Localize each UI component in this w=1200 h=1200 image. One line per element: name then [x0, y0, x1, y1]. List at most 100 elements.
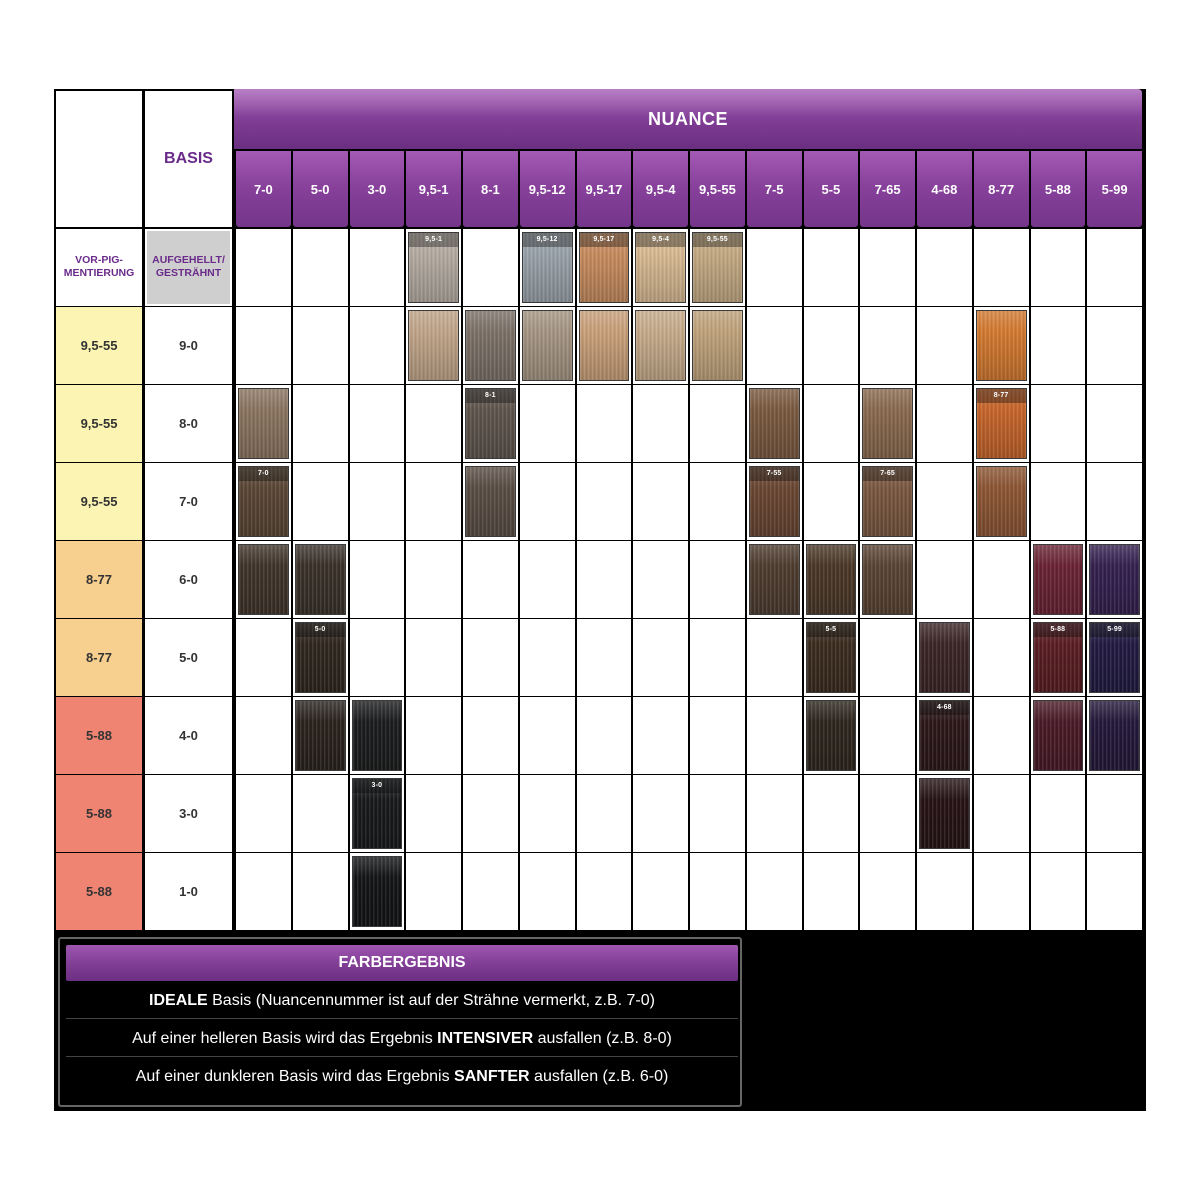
grid-cell	[917, 463, 972, 540]
grid-cell	[690, 775, 745, 852]
grid-cell	[236, 697, 291, 774]
nuance-title: NUANCE	[647, 109, 728, 129]
swatch-tag: 5-0	[295, 623, 345, 637]
hair-swatch: 5-88	[1032, 622, 1084, 693]
grid-cell	[519, 463, 575, 540]
hair-swatch	[692, 310, 743, 381]
hair-swatch: 7-0	[238, 466, 289, 537]
hair-swatch: 9,5-4	[635, 232, 686, 303]
nuance-col-header: 5-88	[1030, 151, 1086, 227]
grid-cell	[292, 463, 348, 540]
hair-swatch	[748, 388, 800, 459]
grid-cell	[292, 307, 348, 384]
legend-ideal-bold: IDEALE	[149, 992, 208, 1009]
grid-cell	[406, 463, 461, 540]
nuance-col-header: 9,5-1	[406, 151, 461, 227]
grid-cell	[917, 385, 972, 462]
hair-swatch	[521, 310, 573, 381]
grid-cell	[803, 307, 859, 384]
grid-cell	[236, 853, 291, 930]
nuance-col-header: 8-1	[463, 151, 518, 227]
hair-swatch	[635, 310, 686, 381]
hair-swatch: 5-5	[805, 622, 857, 693]
grid-cell	[860, 697, 915, 774]
grid-cell	[1030, 853, 1086, 930]
legend-title: FARBERGEBNIS	[66, 945, 738, 981]
grid-cell	[803, 385, 859, 462]
grid-cell	[349, 619, 405, 696]
hair-swatch: 8-1	[465, 388, 516, 459]
grid-cell	[576, 853, 632, 930]
hair-swatch	[919, 778, 970, 849]
swatch-tag: 8-1	[466, 389, 515, 403]
swatch-tag: 9,5-55	[693, 233, 742, 247]
grid-cell	[1087, 853, 1142, 930]
grid-cell	[406, 619, 461, 696]
hair-swatch	[238, 544, 289, 615]
grid-cell	[690, 853, 745, 930]
grid-cell	[746, 853, 802, 930]
legend-darker-bold: SANFTER	[454, 1068, 530, 1085]
grid-cell	[633, 463, 688, 540]
corner-blank	[56, 91, 142, 227]
legend-darker-post: ausfallen (z.B. 6-0)	[529, 1068, 669, 1085]
legend-lighter-pre: Auf einer helleren Basis wird das Ergebn…	[132, 1030, 438, 1047]
grid-cell	[1030, 385, 1086, 462]
hair-swatch	[805, 544, 857, 615]
hair-swatch	[1089, 544, 1140, 615]
grid-cell	[406, 541, 461, 618]
basis-cell: 9-0	[145, 307, 232, 384]
grid-cell	[463, 775, 518, 852]
grid-cell	[1030, 463, 1086, 540]
grid-cell	[349, 385, 405, 462]
hair-swatch	[294, 700, 346, 771]
grid-cell	[1087, 775, 1142, 852]
grid-cell	[690, 619, 745, 696]
grid-cell	[1087, 385, 1142, 462]
hair-swatch: 5-99	[1089, 622, 1140, 693]
hair-swatch: 9,5-12	[521, 232, 573, 303]
color-chart: BASIS NUANCE 7-0 5-0 3-0 9,5-1 8-1 9,5-12 9,5-…	[54, 89, 1146, 1111]
hair-swatch	[805, 700, 857, 771]
grid-cell	[690, 541, 745, 618]
basis-cell: 3-0	[145, 775, 232, 852]
grid-cell	[576, 385, 632, 462]
grid-cell	[292, 385, 348, 462]
vorpig-cell: 8-77	[56, 619, 142, 696]
grid-cell	[236, 619, 291, 696]
grid-cell	[292, 229, 348, 306]
nuance-col-header: 9,5-12	[519, 151, 575, 227]
grid-cell	[349, 229, 405, 306]
grid-cell	[803, 775, 859, 852]
grid-cell	[690, 463, 745, 540]
grid-cell	[576, 619, 632, 696]
grid-cell	[633, 619, 688, 696]
nuance-col-header: 4-68	[917, 151, 972, 227]
nuance-col-header: 5-99	[1087, 151, 1142, 227]
basis-cell: 5-0	[145, 619, 232, 696]
grid-cell	[236, 229, 291, 306]
grid-cell	[973, 853, 1029, 930]
grid-cell	[1087, 229, 1142, 306]
hair-swatch: 9,5-17	[578, 232, 630, 303]
grid-cell	[860, 853, 915, 930]
grid-cell	[917, 307, 972, 384]
nuance-col-header: 7-65	[860, 151, 915, 227]
hair-swatch	[351, 700, 403, 771]
swatch-tag: 5-88	[1033, 623, 1083, 637]
basis-cell: 6-0	[145, 541, 232, 618]
swatch-tag: 7-65	[863, 467, 912, 481]
grid-cell	[519, 541, 575, 618]
legend-box: FARBERGEBNIS IDEALE Basis (Nuancennummer…	[58, 937, 742, 1107]
grid-cell	[406, 853, 461, 930]
swatch-tag: 5-5	[806, 623, 856, 637]
grid-cell	[236, 307, 291, 384]
grid-cell	[633, 385, 688, 462]
grid-cell	[519, 385, 575, 462]
hair-swatch: 4-68	[919, 700, 970, 771]
legend-row-ideal: IDEALE Basis (Nuancennummer ist auf der …	[66, 983, 738, 1019]
swatch-tag: 9,5-12	[522, 233, 572, 247]
swatch-tag: 7-55	[749, 467, 799, 481]
grid-cell	[803, 853, 859, 930]
grid-cell	[917, 853, 972, 930]
